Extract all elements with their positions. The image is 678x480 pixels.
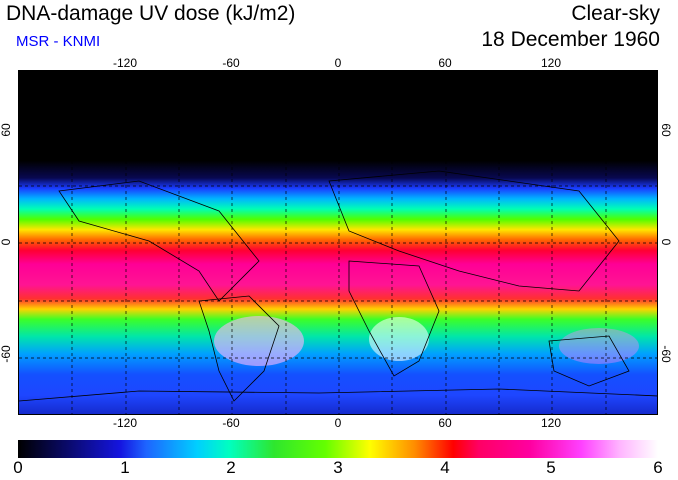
top-lon-tick: 60	[438, 56, 452, 70]
left-lat-tick: 60	[0, 123, 13, 137]
hotspot-south-america	[214, 316, 304, 366]
uv-dose-field	[19, 71, 657, 414]
colorbar-label: 5	[546, 458, 556, 477]
bottom-lon-tick: 120	[540, 416, 562, 430]
colorbar-label: 4	[440, 458, 450, 477]
coastline-africa	[348, 260, 440, 377]
hotspot-australia	[559, 328, 639, 364]
date-label: 18 December 1960	[481, 28, 660, 51]
hotspot-africa	[369, 317, 429, 361]
color-scale-bar	[18, 440, 658, 458]
right-lat-tick: 60	[659, 123, 673, 137]
bottom-lon-tick: 60	[438, 416, 452, 430]
right-lat-tick: -60	[659, 345, 673, 363]
bottom-lon-tick: -120	[112, 416, 138, 430]
colorbar-label: 6	[653, 458, 663, 477]
uv-dose-map	[18, 70, 658, 415]
top-lon-tick: -120	[112, 56, 138, 70]
source-label: MSR - KNMI	[16, 33, 101, 50]
top-lon-tick: 0	[334, 56, 342, 70]
colorbar-label: 0	[13, 458, 23, 477]
map-canvas	[19, 71, 657, 414]
top-lon-tick: -60	[222, 56, 240, 70]
bottom-lon-tick: 0	[334, 416, 342, 430]
sky-condition-label: Clear-sky	[571, 2, 660, 25]
map-title: DNA-damage UV dose (kJ/m2)	[6, 2, 296, 25]
bottom-lon-tick: -60	[222, 416, 240, 430]
left-lat-tick: -60	[0, 345, 13, 363]
coastline-eurasia	[328, 170, 620, 292]
colorbar-label: 3	[333, 458, 343, 477]
coastline-australia	[548, 335, 630, 387]
left-lat-tick: 0	[0, 238, 13, 246]
colorbar-label: 2	[226, 458, 236, 477]
right-lat-tick: 0	[659, 238, 673, 246]
graticule	[19, 71, 657, 414]
colorbar-label: 1	[120, 458, 130, 477]
top-lon-tick: 120	[540, 56, 562, 70]
